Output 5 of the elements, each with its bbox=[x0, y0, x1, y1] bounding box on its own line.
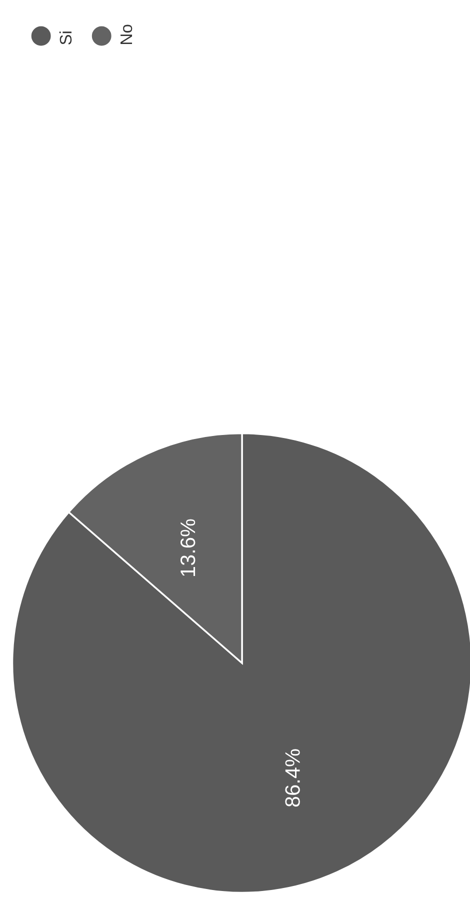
legend-label: No bbox=[120, 24, 132, 44]
data-label: 86.4% bbox=[285, 749, 300, 807]
pie-slice bbox=[11, 432, 470, 894]
data-label: 13.6% bbox=[180, 519, 196, 576]
legend-label: Si bbox=[59, 32, 72, 45]
